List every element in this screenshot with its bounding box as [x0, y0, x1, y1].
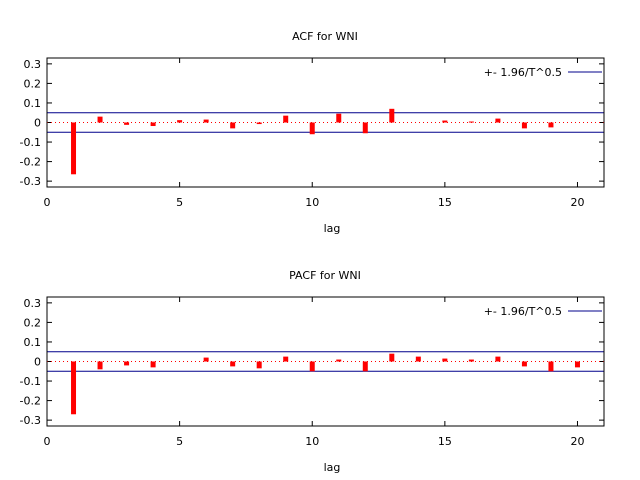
acf-x-axis-label: lag [324, 222, 341, 235]
pacf-legend-label: +- 1.96/T^0.5 [484, 305, 562, 318]
pacf-x-tick-label: 0 [44, 435, 51, 448]
pacf-y-tick-label: 0.3 [24, 297, 42, 310]
pacf-x-axis-label: lag [324, 461, 341, 474]
acf-bar-lag-12 [362, 122, 368, 134]
acf-y-tick-label: -0.1 [20, 136, 41, 149]
acf-legend-label: +- 1.96/T^0.5 [484, 66, 562, 79]
acf-bar-lag-8 [256, 122, 262, 125]
acf-bar-lag-4 [150, 122, 156, 127]
pacf-bar-lag-20 [574, 361, 580, 368]
acf-bar-lag-2 [97, 116, 103, 123]
pacf-bar-lag-4 [150, 361, 156, 368]
pacf-bars [71, 353, 580, 415]
acf-bar-lag-1 [71, 122, 77, 175]
pacf-bar-lag-10 [309, 361, 315, 372]
acf-x-tick-label: 20 [570, 196, 584, 209]
pacf-title: PACF for WNI [289, 269, 361, 282]
pacf-y-tick-label: -0.2 [20, 395, 41, 408]
acf-x-tick-label: 15 [438, 196, 452, 209]
acf-title: ACF for WNI [292, 30, 358, 43]
pacf-bar-lag-17 [495, 356, 501, 362]
pacf-bar-lag-12 [362, 361, 368, 372]
acf-y-tick-label: -0.2 [20, 156, 41, 169]
acf-bar-lag-18 [521, 122, 527, 129]
pacf-bar-lag-18 [521, 361, 527, 367]
acf-y-tick-label: 0.3 [24, 58, 42, 71]
acf-x-tick-label: 10 [305, 196, 319, 209]
acf-plot-frame [46, 57, 605, 188]
pacf-bar-lag-11 [336, 359, 342, 362]
pacf-y-tick-label: -0.3 [20, 414, 41, 427]
acf-y-tick-label: 0 [34, 117, 41, 130]
acf-y-tick-label: 0.2 [24, 77, 42, 90]
acf-x-ticks: 0 5 10 15 20 [44, 58, 584, 209]
pacf-bar-lag-7 [230, 361, 236, 367]
acf-bar-lag-5 [177, 120, 183, 123]
pacf-bar-lag-15 [442, 358, 448, 362]
pacf-bar-lag-6 [203, 357, 209, 362]
acf-bar-lag-7 [230, 122, 236, 129]
pacf-plot-frame [46, 296, 605, 427]
acf-bar-lag-9 [283, 115, 289, 123]
pacf-x-tick-label: 5 [176, 435, 183, 448]
pacf-y-tick-label: 0 [34, 356, 41, 369]
acf-bar-lag-16 [468, 121, 474, 123]
pacf-confidence-band [47, 351, 604, 372]
pacf-bar-lag-1 [71, 361, 77, 415]
pacf-bar-lag-9 [283, 356, 289, 362]
pacf-x-tick-label: 15 [438, 435, 452, 448]
pacf-bar-lag-2 [97, 361, 103, 370]
pacf-bar-lag-16 [468, 359, 474, 362]
pacf-bar-lag-3 [124, 361, 130, 366]
acf-bar-lag-13 [389, 108, 395, 123]
pacf-legend: +- 1.96/T^0.5 [484, 305, 602, 318]
acf-bar-lag-15 [442, 120, 448, 123]
pacf-bar-lag-13 [389, 353, 395, 362]
acf-x-tick-label: 0 [44, 196, 51, 209]
pacf-x-tick-label: 10 [305, 435, 319, 448]
acf-x-tick-label: 5 [176, 196, 183, 209]
acf-bar-lag-17 [495, 118, 501, 123]
pacf-y-tick-label: 0.2 [24, 316, 42, 329]
pacf-x-ticks: 0 5 10 15 20 [44, 297, 584, 448]
acf-bar-lag-3 [124, 122, 130, 125]
pacf-bar-lag-19 [548, 361, 554, 372]
pacf-panel: PACF for WNI lag 0.30.20.10-0.1-0.2-0.3 … [20, 269, 605, 474]
acf-bars [71, 108, 554, 175]
pacf-bar-lag-14 [415, 356, 421, 362]
acf-panel: ACF for WNI lag 0.3 0.2 0.1 0 -0.1 -0.2 -0.3 0… [20, 30, 605, 235]
pacf-y-ticks: 0.3 0.2 0.1 0 -0.1 -0.2 -0.3 [20, 297, 604, 427]
acf-y-ticks: 0.3 0.2 0.1 0 -0.1 -0.2 -0.3 [20, 58, 604, 188]
acf-bar-lag-19 [548, 122, 554, 128]
acf-bar-lag-11 [336, 113, 342, 123]
pacf-x-tick-label: 20 [570, 435, 584, 448]
acf-legend: +- 1.96/T^0.5 [484, 66, 602, 79]
acf-y-tick-label: 0.1 [24, 97, 42, 110]
acf-confidence-band [47, 112, 604, 133]
acf-y-tick-label: -0.3 [20, 175, 41, 188]
acf-bar-lag-6 [203, 119, 209, 123]
pacf-y-tick-label: 0.1 [24, 336, 42, 349]
pacf-y-tick-label: -0.1 [20, 375, 41, 388]
acf-bar-lag-10 [309, 122, 315, 135]
pacf-bar-lag-8 [256, 361, 262, 369]
